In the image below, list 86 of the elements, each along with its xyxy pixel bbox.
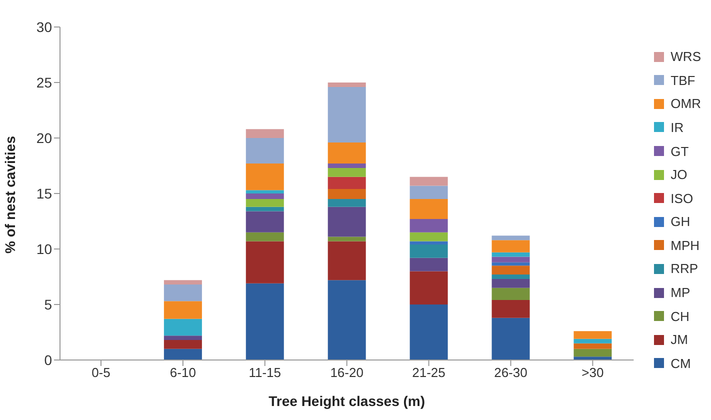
x-tick-label: >30 [582,365,604,380]
bar [328,168,366,177]
bar [328,82,366,87]
legend-label: JM [670,332,688,348]
bar [246,199,284,207]
bar [328,189,366,200]
bar [246,194,284,200]
bar [246,211,284,232]
bar [246,164,284,190]
legend-label: MP [670,285,690,300]
bar [492,300,530,318]
bar [492,252,530,257]
x-tick-label: 21-25 [412,365,446,380]
x-tick-label: 11-15 [248,365,282,380]
bar [246,283,284,360]
bar [492,240,530,252]
legend-label: TBF [670,72,696,88]
bar [328,164,366,168]
bar [246,232,284,242]
x-axis-title: Tree Height classes (m) [268,393,426,409]
legend-label: CH [670,308,690,324]
bar [492,318,530,360]
bar [492,236,530,240]
y-tick-label: 30 [36,18,52,35]
bar [574,356,612,360]
legend-label: WRS [670,49,701,64]
y-tick-label: 15 [36,185,52,202]
bar [328,86,366,142]
bar [574,343,612,349]
bar [328,142,366,164]
legend-label: IR [670,120,684,135]
bar [410,244,448,258]
x-tick-label: 0-5 [92,365,110,380]
bar [164,284,202,302]
y-tick-label: 20 [36,130,52,146]
bar [164,336,202,340]
bar [492,266,530,275]
legend-label: ISO [670,190,694,206]
bar [492,262,530,266]
bar [164,280,202,285]
bar [328,199,366,207]
bar [574,338,612,344]
bar [164,348,202,360]
bar [492,288,530,300]
bar [246,190,284,194]
bar [328,236,366,242]
bar [492,274,530,279]
bar [410,258,448,272]
x-tick-label: 16-20 [330,365,364,380]
bar [574,348,612,357]
bar [328,206,366,237]
bar [492,278,530,288]
bar [492,256,530,262]
bar [246,129,284,138]
bar [328,176,366,190]
x-tick-label: 26-30 [494,365,528,380]
bar [164,340,202,349]
bar [410,219,448,232]
bar [410,199,448,220]
bar [410,232,448,242]
y-axis-title: % of nest cavities [2,136,18,254]
bar [246,241,284,284]
bar [410,271,448,304]
bar [164,301,202,319]
bar [246,138,284,164]
legend-label: OMR [670,96,701,112]
y-tick-label: 25 [36,74,52,90]
legend-label: GT [670,144,689,159]
bar [410,186,448,200]
bar [164,318,202,336]
y-tick-label: 0 [44,352,52,368]
x-tick-label: 6-10 [170,365,196,380]
legend-label: RRP [670,261,698,276]
bar [328,241,366,280]
bar [574,331,612,339]
bar [410,176,448,186]
legend-label: JO [670,167,688,182]
legend-label: MPH [670,238,700,253]
bar [410,241,448,245]
bar [328,280,366,360]
legend-label: GH [670,214,690,230]
y-tick-label: 10 [36,240,52,257]
bar [246,206,284,212]
bar [410,304,448,360]
y-tick-label: 5 [44,296,52,312]
legend-label: CM [670,356,691,371]
